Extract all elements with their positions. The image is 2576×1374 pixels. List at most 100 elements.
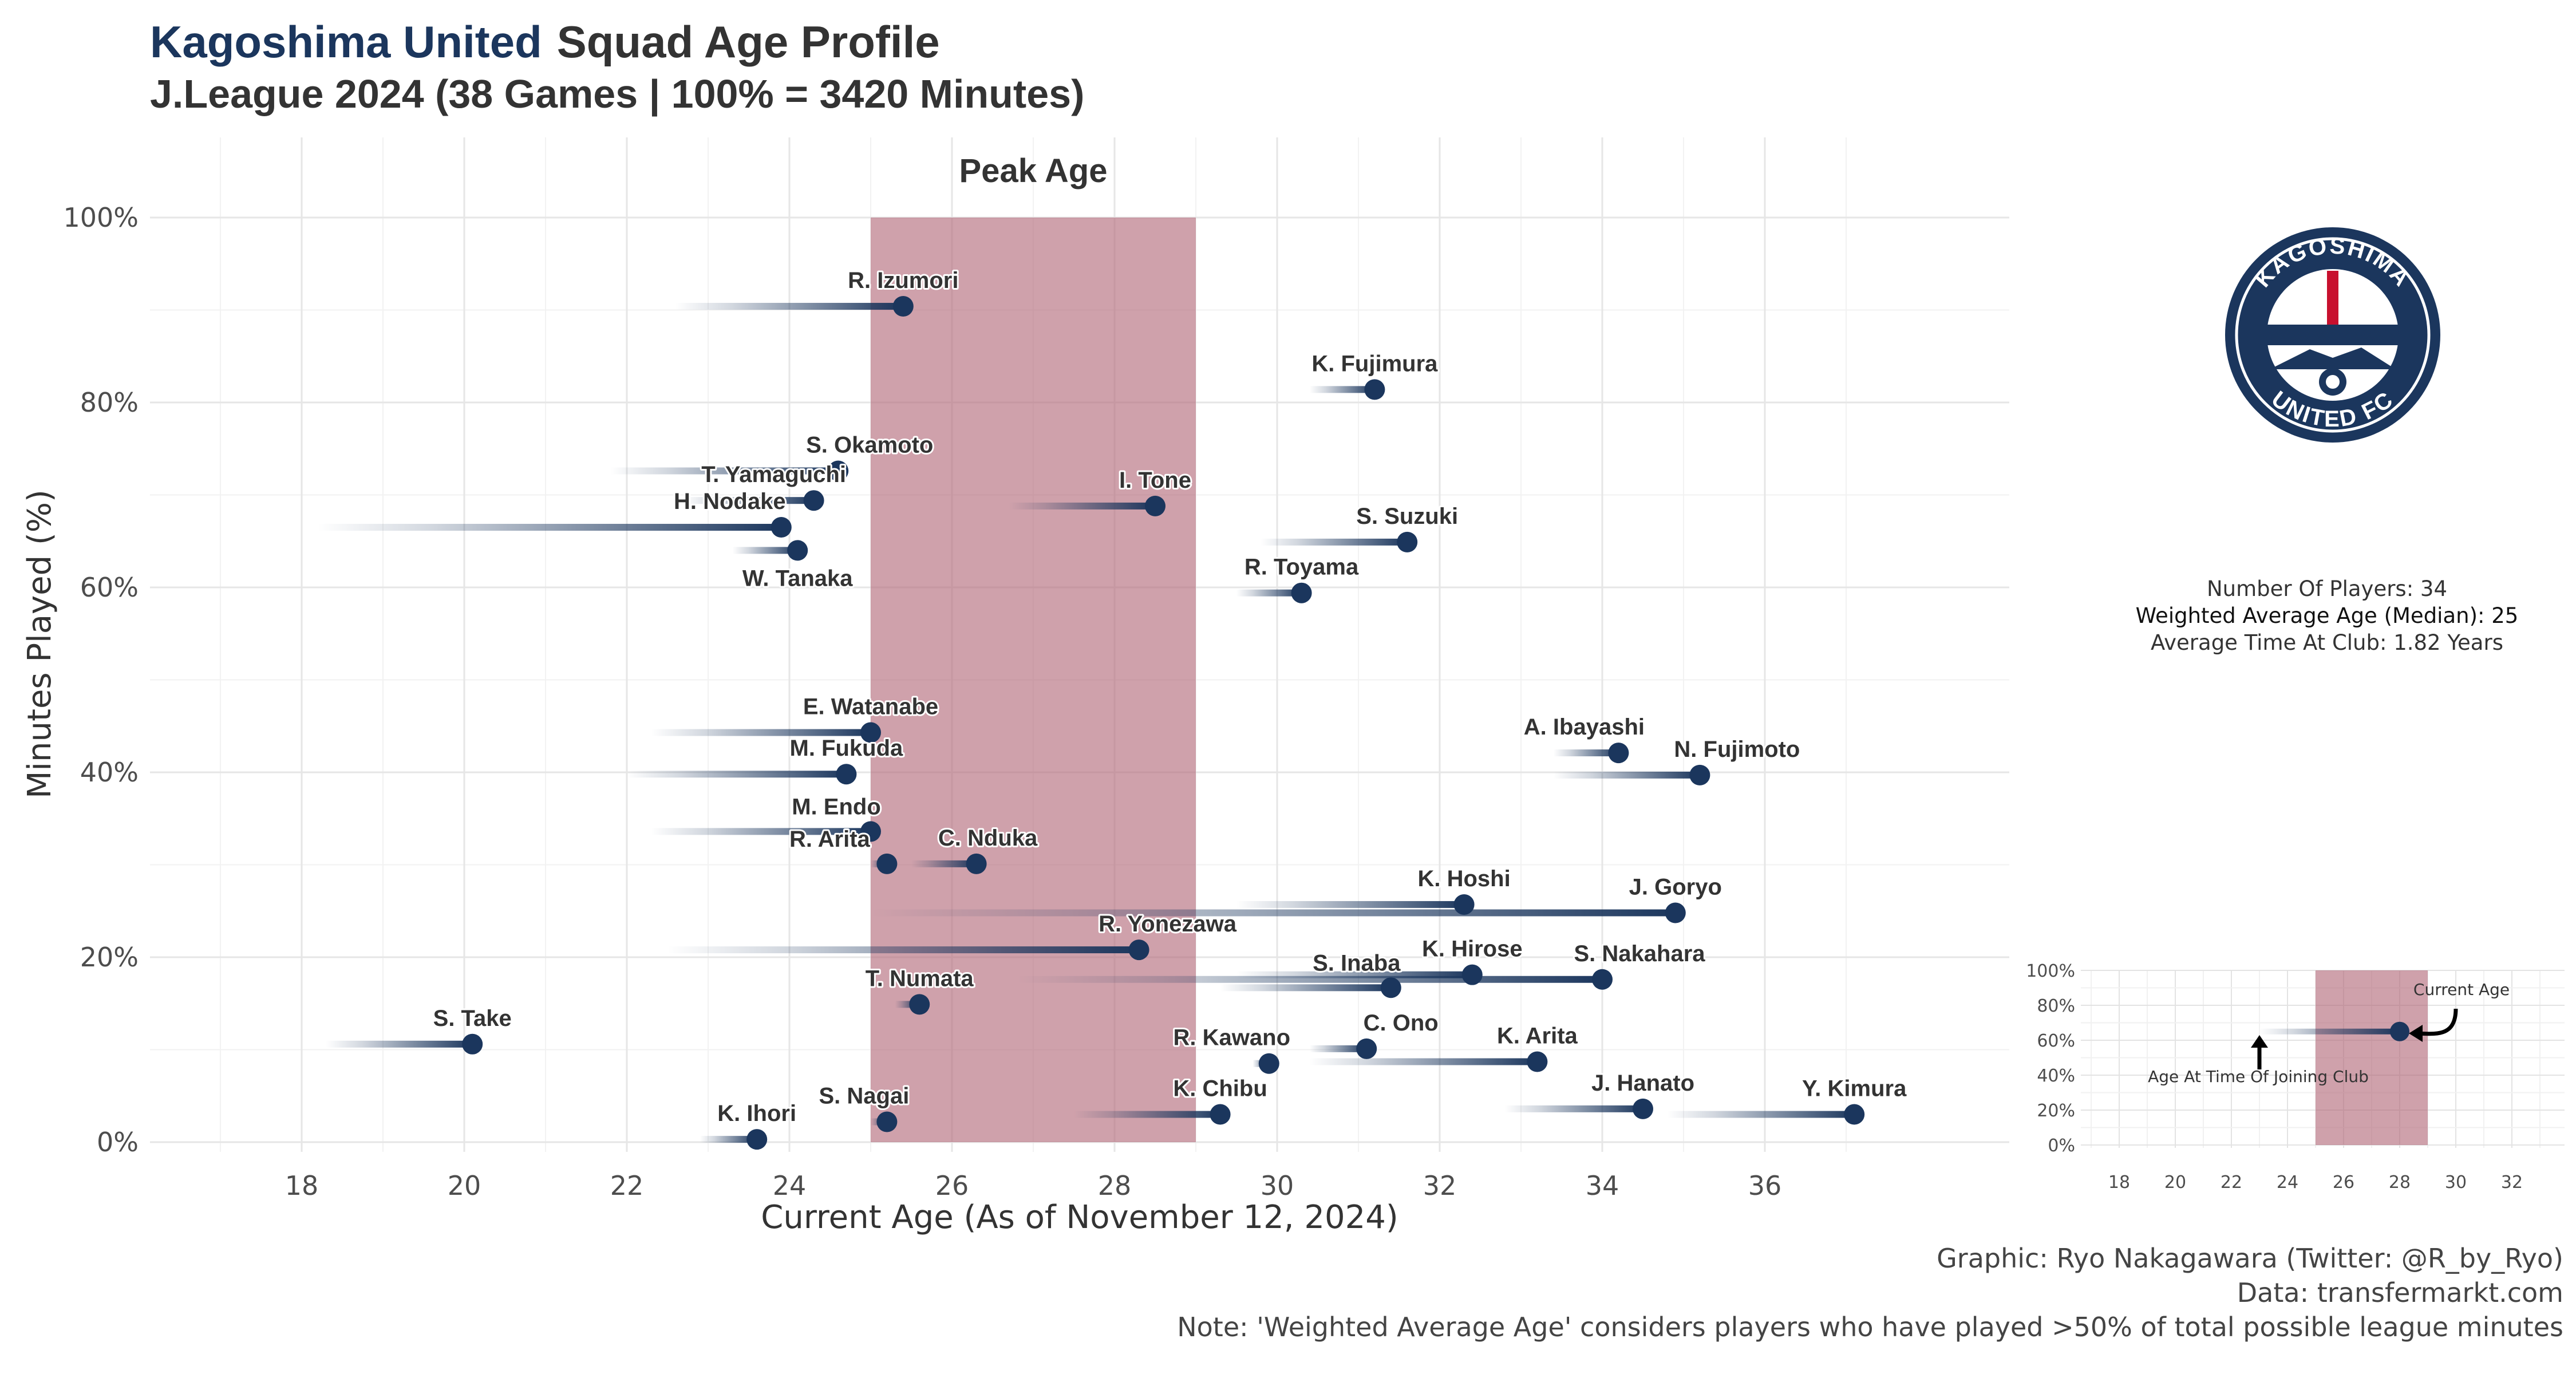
player-label-s-suzuki: S. Suzuki [1356, 504, 1458, 529]
x-tick-label: 30 [1261, 1170, 1294, 1201]
peak-age-label: Peak Age [959, 152, 1108, 189]
caption-note: Note: 'Weighted Average Age' considers p… [1177, 1312, 2563, 1343]
player-label-m-fukuda: M. Fukuda [790, 736, 904, 761]
legend-x-tick-label: 20 [2164, 1172, 2186, 1193]
player-point-s-nakahara [1592, 969, 1613, 990]
player-point-m-fukuda [836, 764, 857, 785]
player-point-a-ibayashi [1608, 743, 1629, 764]
player-point-i-tone [1145, 495, 1165, 516]
y-tick-label: 80% [80, 387, 139, 418]
y-tick-label: 60% [80, 572, 139, 603]
player-point-s-take [462, 1033, 483, 1055]
player-point-s-okamoto [828, 460, 849, 481]
player-label-s-nagai: S. Nagai [819, 1083, 909, 1108]
axis-ticks: 18 20 22 24 26 28 30 32 34 36 0% 20% 40% 60% 80% 100% [63, 202, 1781, 1201]
player-label-k-chibu: K. Chibu [1173, 1076, 1267, 1101]
peak-age-band [871, 218, 1196, 1142]
player-point-m-endo [860, 821, 881, 842]
legend-x-tick-label: 30 [2445, 1172, 2467, 1193]
player-point-h-nodake [771, 517, 792, 538]
player-point-r-kawano [1258, 1053, 1279, 1074]
player-point-t-numata [909, 994, 930, 1015]
caption-data-source: Data: transfermarkt.com [2237, 1277, 2563, 1308]
axis-titles: Current Age (As of November 12, 2024) Min… [21, 489, 1398, 1236]
x-tick-label: 22 [610, 1170, 644, 1201]
tenure-line-y-kimura [1667, 1111, 1855, 1118]
player-point-r-arita [876, 853, 898, 874]
crest-ball-center [2326, 375, 2340, 389]
player-point-s-nagai [876, 1111, 898, 1132]
player-point-w-tanaka [787, 540, 808, 561]
player-point-y-kimura [1844, 1104, 1865, 1125]
player-label-i-tone: I. Tone [1119, 468, 1191, 493]
tenure-line-c-ono [1309, 1045, 1367, 1052]
player-label-s-take: S. Take [433, 1006, 512, 1031]
x-tick-label: 24 [773, 1170, 807, 1201]
caption-graphic: Graphic: Ryo Nakagawara (Twitter: @R_by_… [1937, 1243, 2563, 1274]
y-tick-label: 0% [97, 1127, 139, 1158]
player-point-e-watanabe [860, 722, 881, 743]
y-axis-title: Minutes Played (%) [21, 489, 58, 799]
tenure-line-k-arita [1309, 1058, 1538, 1065]
legend-join-age-label: Age At Time Of Joining Club [2148, 1067, 2369, 1086]
player-label-m-endo: M. Endo [792, 794, 881, 819]
x-tick-label: 26 [935, 1170, 969, 1201]
crest-red-stripe [2327, 271, 2338, 325]
player-labels: R. Izumori K. Fujimura S. Okamoto T. Yamagu… [432, 266, 1909, 1128]
player-label-c-nduka: C. Nduka [938, 826, 1038, 851]
legend-x-tick-label: 18 [2108, 1172, 2130, 1193]
player-label-n-fujimoto: N. Fujimoto [1674, 737, 1800, 762]
crest-mountain [2270, 348, 2396, 369]
y-tick-label: 20% [80, 942, 139, 973]
player-point-k-ihori [746, 1129, 768, 1150]
player-label-t-numata: T. Numata [866, 966, 974, 991]
tenure-line-m-endo [651, 828, 871, 835]
tenure-line-k-ihori [700, 1136, 757, 1143]
player-label-j-goryo: J. Goryo [1629, 874, 1722, 899]
player-label-k-fujimura: K. Fujimura [1311, 351, 1438, 376]
player-label-r-kawano: R. Kawano [1174, 1025, 1290, 1051]
player-point-j-goryo [1665, 902, 1686, 923]
player-label-k-ihori: K. Ihori [717, 1101, 796, 1126]
tenure-line-w-tanaka [732, 547, 798, 554]
legend-peak-band [2316, 970, 2428, 1145]
player-point-r-yonezawa [1128, 939, 1149, 961]
player-label-r-arita: R. Arita [789, 827, 871, 852]
player-point-k-hoshi [1453, 894, 1475, 915]
stat-average-time-at-club: Average Time At Club: 1.82 Years [2151, 630, 2503, 655]
player-label-s-inaba: S. Inaba [1313, 950, 1401, 976]
title-rest: Squad Age Profile [556, 17, 940, 67]
team-name: Kagoshima United [150, 17, 542, 67]
tenure-line-h-nodake [318, 524, 781, 531]
tenure-line-a-ibayashi [1553, 749, 1619, 757]
legend-x-tick-label: 26 [2333, 1172, 2354, 1193]
tenure-line-i-tone [1009, 502, 1155, 510]
tenure-line-c-nduka [911, 860, 977, 867]
tenure-line-k-chibu [1074, 1111, 1220, 1118]
legend-arrowhead-icon [2409, 1025, 2423, 1042]
player-label-c-ono: C. Ono [1364, 1010, 1439, 1036]
legend-current-age-label: Current Age [2413, 980, 2510, 999]
legend-y-tick-label: 0% [2048, 1136, 2075, 1156]
legend-inset: 18 20 22 24 26 28 30 32 0% 20% 40% 60% 80% 100% Curren… [2026, 961, 2565, 1193]
squad-stats: Number Of Players: 34 Weighted Average A… [2038, 575, 2576, 656]
tenure-line-k-hoshi [1236, 901, 1464, 908]
player-label-r-izumori: R. Izumori [848, 268, 958, 293]
crest-band [2267, 325, 2399, 345]
player-point-t-yamaguchi [803, 490, 824, 511]
player-label-h-nodake: H. Nodake [674, 489, 786, 514]
player-label-k-arita: K. Arita [1497, 1023, 1578, 1048]
tenure-line-n-fujimoto [1553, 771, 1700, 779]
legend-y-tick-label: 60% [2037, 1031, 2075, 1051]
caption: Graphic: Ryo Nakagawara (Twitter: @R_by_… [1177, 1241, 2563, 1344]
tenure-line-r-izumori [675, 303, 903, 310]
legend-y-tick-label: 20% [2037, 1101, 2075, 1121]
player-label-t-yamaguchi: T. Yamaguchi [701, 462, 846, 487]
tenure-line-e-watanabe [651, 729, 871, 736]
legend-example-line [2259, 1028, 2400, 1035]
tenure-lines [318, 303, 1855, 1143]
player-label-y-kimura: Y. Kimura [1802, 1076, 1907, 1101]
player-label-a-ibayashi: A. Ibayashi [1524, 714, 1645, 740]
tenure-line-j-goryo [871, 909, 1676, 917]
